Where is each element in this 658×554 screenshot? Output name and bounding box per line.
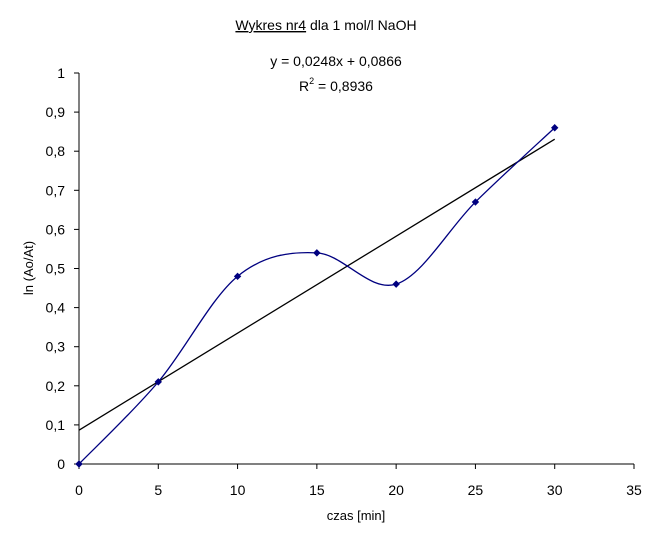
trendline-group [78,138,556,431]
x-tick-label: 20 [388,482,404,498]
y-tick-label: 0,2 [46,378,66,394]
chart-title-rest: dla 1 mol/l NaOH [306,17,416,33]
y-tick-label: 0,9 [46,104,66,120]
r2-superscript: 2 [309,76,314,86]
r2-prefix: R [299,78,309,94]
y-tick-label: 0,7 [46,182,66,198]
chart-title: Wykres nr4 dla 1 mol/l NaOH [235,17,416,33]
r2-value: = 0,8936 [314,78,373,94]
data-point [471,198,480,206]
data-point [313,249,321,257]
x-tick-label: 15 [309,482,325,498]
x-tick-label: 30 [547,482,563,498]
y-tick-label: 0,1 [46,417,66,433]
x-tick-label: 25 [468,482,484,498]
x-tick-label: 5 [154,482,162,498]
trendline-equation: y = 0,0248x + 0,0866 [270,53,402,69]
data-point [75,460,83,468]
trendline-r2: R2 = 0,8936 [299,76,373,94]
series-line [78,127,556,465]
y-tick-label: 0,3 [46,339,66,355]
x-tick-label: 10 [230,482,246,498]
y-tick-label: 0,4 [46,300,66,316]
x-ticks: 0 5 10 15 20 25 30 35 [75,464,642,498]
data-point [551,124,559,132]
x-axis-label: czas [min] [327,508,386,523]
data-point [233,272,242,281]
chart-title-underlined: Wykres nr4 [235,17,306,33]
y-ticks: 0 0,1 0,2 0,3 0,4 0,5 0,6 0,7 0,8 0,9 1 [46,65,79,472]
data-point [154,378,162,386]
y-tick-label: 0,5 [46,261,66,277]
y-tick-label: 0 [57,456,65,472]
y-axis-label: ln (Ao/At) [21,241,36,295]
trendline [78,138,556,431]
data-point [392,280,400,288]
x-tick-label: 35 [626,482,642,498]
x-tick-label: 0 [75,482,83,498]
y-tick-label: 1 [57,65,65,81]
y-tick-label: 0,6 [46,221,66,237]
y-tick-label: 0,8 [46,143,66,159]
series-group [75,124,559,468]
